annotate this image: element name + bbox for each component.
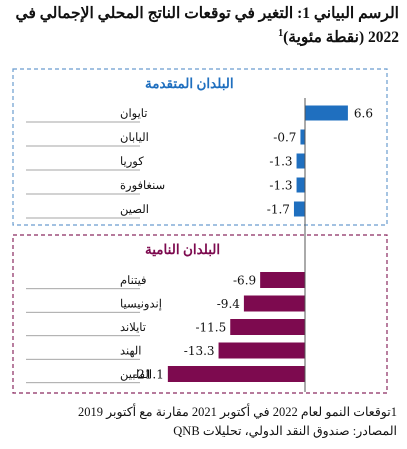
group-label: البلدان المتقدمة (145, 76, 234, 91)
footnote-marker: 1 (278, 28, 284, 39)
bar (243, 295, 305, 312)
category-label: الهند (120, 344, 142, 358)
footnote: 1توقعات النمو لعام 2022 في أكتوبر 2021 م… (77, 405, 397, 419)
category-label: سنغافورة (120, 178, 166, 192)
data-label: -13.3 (184, 344, 215, 358)
category-label: إندونيسيا (120, 297, 162, 312)
category-label: الصين (120, 202, 149, 216)
group-panel-border (12, 68, 388, 226)
category-label: فيتنام (120, 273, 147, 287)
chart-title-line-1: الرسم البياني 1: التغير في توقعات الناتج… (15, 5, 399, 22)
chart-title-line-2: 2022 (نقطة مئوية)1 (4, 24, 399, 48)
data-label: -0.7 (273, 131, 296, 145)
chart-title-text: 2022 (نقطة مئوية) (283, 29, 399, 47)
bar (300, 129, 305, 145)
group-label: البلدان النامية (145, 242, 220, 257)
data-label: -1.3 (269, 179, 292, 193)
bar (260, 272, 305, 288)
bar (293, 201, 305, 217)
data-label: -1.3 (269, 155, 292, 169)
data-label: -6.9 (233, 274, 256, 288)
bar (305, 105, 348, 121)
category-label: اليابان (120, 130, 149, 144)
bar (167, 366, 305, 382)
category-label: تايلاند (120, 320, 146, 334)
chart-title: الرسم البياني 1: التغير في توقعات الناتج… (4, 4, 399, 48)
category-label: تايوان (120, 106, 148, 120)
bar (296, 153, 305, 169)
category-label: الفلبين (120, 367, 152, 381)
data-label: -9.4 (217, 297, 241, 311)
source-note: المصادر: صندوق النقد الدولي، تحليلات QNB (173, 424, 397, 438)
bar (296, 177, 305, 193)
data-label: 6.6 (354, 107, 373, 121)
data-label: -11.5 (195, 321, 226, 335)
data-label: -21.1 (133, 368, 164, 382)
bar (230, 319, 305, 335)
data-label: -1.7 (267, 203, 290, 217)
bar (218, 342, 305, 359)
category-label: كوريا (120, 154, 144, 168)
